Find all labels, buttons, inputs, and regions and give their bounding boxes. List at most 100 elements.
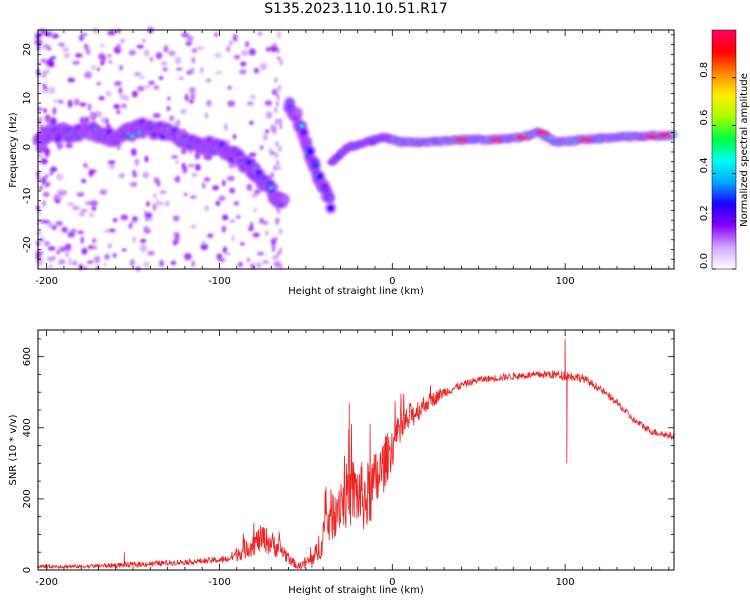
spectrogram-speckle — [120, 38, 125, 44]
colorbar-gradient — [711, 29, 737, 270]
x-tick-label: 100 — [556, 577, 575, 588]
spectrogram-speckle — [36, 231, 42, 236]
spectrogram-speckle — [159, 201, 164, 206]
spectrogram-speckle — [166, 105, 171, 112]
spectrogram-speckle — [204, 205, 209, 212]
spectrogram-speckle — [238, 261, 243, 268]
spectrogram-speckle — [214, 71, 223, 75]
spectrogram-speckle — [110, 29, 115, 36]
spectrogram-speckle — [80, 208, 88, 213]
x-tick-label: -200 — [35, 577, 58, 588]
spectrogram-speckle — [116, 109, 121, 114]
spectrogram-speckle — [272, 243, 276, 252]
spectrogram-speckle — [253, 208, 258, 213]
spectrogram-speckle — [39, 237, 44, 242]
spectrogram-speckle — [67, 231, 76, 238]
spectrogram-speckle — [99, 61, 105, 66]
spectrogram-speckle — [194, 163, 201, 171]
spectrogram-speckle — [279, 247, 282, 254]
spectrogram-speckle — [47, 46, 51, 51]
spectrogram-speckle — [58, 99, 64, 105]
spectrogram-speckle — [51, 225, 57, 230]
spectrogram-speckle — [176, 67, 183, 71]
spectrogram-speckle — [145, 85, 150, 89]
spectrogram-speckle — [105, 90, 112, 97]
spectrogram-speckle — [58, 42, 65, 47]
spectrogram-speckle — [130, 148, 137, 156]
spectrogram-speckle — [39, 147, 47, 153]
spectrogram-speckle — [207, 233, 214, 238]
spectrogram-speckle — [226, 45, 231, 53]
spectrogram-peak — [644, 134, 659, 138]
spectrogram-speckle — [182, 166, 188, 174]
spectrogram-speckle — [81, 247, 88, 255]
spectrogram-speckle — [152, 203, 157, 211]
spectrogram-speckle — [43, 241, 51, 247]
spectrogram-speckle — [247, 227, 254, 231]
spectrogram-speckle — [63, 52, 71, 59]
spectrogram-speckle — [55, 220, 63, 226]
spectrogram-speckle — [222, 179, 226, 187]
spectrogram-speckle — [116, 43, 121, 49]
spectrogram-speckle — [273, 165, 277, 172]
spectrogram-speckle — [37, 116, 43, 124]
spectrogram-speckle — [139, 244, 147, 253]
spectrogram-speckle — [185, 41, 192, 46]
spectrogram-speckle — [93, 245, 98, 251]
spectrogram-speckle — [274, 236, 278, 243]
spectrogram-speckle — [121, 103, 127, 109]
spectrogram-speckle — [100, 116, 107, 124]
spectrogram-speckle — [36, 40, 42, 48]
spectrogram-speckle — [54, 199, 61, 204]
spectrogram-speckle — [85, 116, 90, 123]
spectrogram-peak — [454, 138, 469, 142]
spectrogram-speckle — [189, 87, 196, 91]
spectrogram-speckle — [279, 59, 283, 66]
spectrogram-speckle — [118, 87, 123, 95]
spectrogram-speckle — [158, 75, 164, 81]
spectrogram-speckle — [108, 164, 116, 170]
spectrogram-peak — [299, 124, 304, 128]
spectrogram-speckle — [262, 260, 270, 264]
spectrogram-speckle — [170, 155, 179, 159]
spectrogram-speckle — [186, 35, 194, 43]
spectrogram-speckle — [44, 174, 49, 179]
spectrogram-speckle — [72, 260, 78, 266]
page-title: S135.2023.110.10.51.R17 — [264, 1, 448, 17]
spectrogram-speckle — [79, 35, 84, 42]
spectrogram-speckle — [248, 48, 256, 56]
spectrogram-blob — [306, 147, 314, 155]
snr-frame — [37, 329, 675, 571]
spectrogram-speckle — [81, 178, 87, 184]
snr-x-ticks: -200 -100 0 100 — [35, 330, 670, 588]
spectrogram-speckle — [143, 261, 150, 268]
spectrogram-speckle — [221, 225, 227, 233]
snr-x-label: Height of straight line (km) — [288, 585, 424, 596]
spectrogram-speckle — [62, 47, 70, 52]
spectrogram-speckle — [67, 99, 73, 108]
spectrogram-speckle — [143, 225, 150, 233]
spectrogram-y-ticks: -20 -10 0 10 20 — [22, 34, 674, 270]
spectrogram-speckle — [249, 222, 254, 230]
spectrogram-speckle — [204, 112, 209, 119]
spectrogram-speckle — [44, 149, 50, 158]
spectrogram-speckle — [104, 229, 109, 233]
x-tick-label: -100 — [208, 577, 231, 588]
spectrogram-speckle — [217, 258, 226, 262]
spectrogram-speckle — [78, 212, 86, 217]
spectrogram-peak — [489, 138, 503, 142]
spectrogram-speckle — [159, 259, 164, 267]
spectrogram-frame — [37, 29, 675, 270]
spectrogram-speckle — [265, 111, 273, 119]
spectrogram-speckle — [227, 100, 236, 107]
x-tick-label: -100 — [208, 276, 231, 287]
spectrogram-speckle — [222, 246, 228, 254]
spectrogram-speckle — [52, 99, 60, 103]
spectrogram-speckle — [229, 40, 233, 46]
spectrogram-speckle — [169, 115, 174, 122]
spectrogram-speckle — [80, 236, 85, 244]
spectrogram-speckle — [75, 53, 83, 58]
spectrogram-speckle — [100, 54, 107, 63]
spectrogram-speckle — [107, 160, 116, 165]
spectrogram-speckle — [147, 250, 155, 256]
